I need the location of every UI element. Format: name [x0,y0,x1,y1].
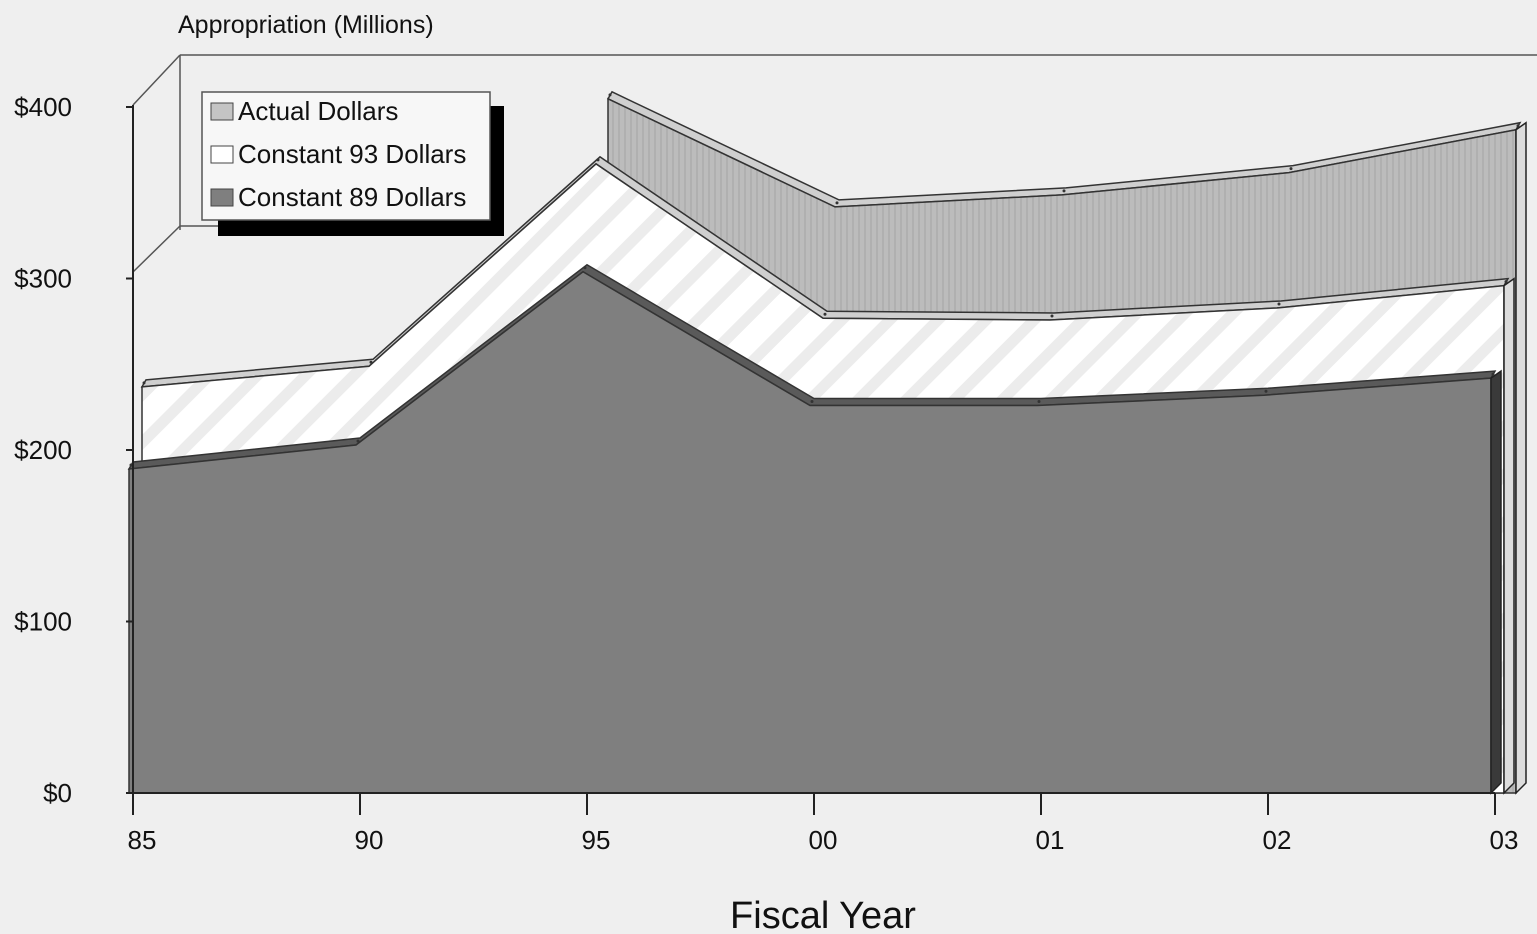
data-point-actual-dollars-95 [608,93,612,97]
data-point-constant-93-dollars-00 [823,312,827,316]
series-side-constant-89-dollars [1490,369,1502,795]
y-axis-ticks: $0 $100 $200 $300 $400 [14,92,133,808]
data-point-actual-dollars-01 [1062,189,1066,193]
y-tick-label: $400 [14,92,72,122]
back-wall-diagonal-300 [132,225,181,273]
data-point-actual-dollars-02 [1289,167,1293,171]
y-axis-title: Appropriation (Millions) [178,11,434,39]
series-side-constant-93-dollars [1503,277,1515,795]
legend-item-actual: Actual Dollars [210,96,398,126]
data-point-constant-89-dollars-03 [1491,372,1495,376]
y-axis: $0 $100 $200 $300 $400 [14,92,134,808]
x-tick-label: 95 [582,825,611,855]
data-point-constant-93-dollars-95 [596,158,600,162]
data-point-actual-dollars-03 [1516,124,1520,128]
data-point-constant-93-dollars-01 [1050,314,1054,318]
legend-box [201,91,491,221]
data-point-constant-89-dollars-01 [1037,400,1041,404]
legend-item-constant-89: Constant 89 Dollars [210,182,466,212]
x-tick-label: 85 [128,825,157,855]
data-point-constant-89-dollars-85 [129,463,133,467]
y-tick-label: $100 [14,607,72,637]
y-tick-label: $300 [14,264,72,294]
x-axis-title: Fiscal Year [730,895,916,934]
x-tick-label: 00 [809,825,838,855]
series-constant-89-dollars [127,263,1502,795]
back-wall [132,54,1537,273]
legend-item-constant-93: Constant 93 Dollars [210,139,466,169]
legend-swatch-actual [210,102,234,121]
data-point-constant-89-dollars-00 [810,400,814,404]
series-side-actual-dollars [1515,121,1527,795]
x-tick-label: 02 [1263,825,1292,855]
legend-label-constant-93: Constant 93 Dollars [238,139,466,169]
data-point-constant-89-dollars-90 [356,439,360,443]
legend: Actual Dollars Constant 93 Dollars Const… [201,91,504,236]
legend-label-constant-89: Constant 89 Dollars [238,182,466,212]
area-layers [127,90,1527,795]
legend-swatch-constant-93 [210,145,234,164]
back-wall-diagonal-top [132,54,181,106]
data-point-constant-93-dollars-85 [142,381,146,385]
legend-label-actual: Actual Dollars [238,96,398,126]
data-point-constant-93-dollars-90 [369,360,373,364]
data-point-actual-dollars-00 [835,201,839,205]
y-tick-label: $200 [14,435,72,465]
x-tick-label: 03 [1490,825,1519,855]
x-tick-label: 90 [355,825,384,855]
data-point-constant-93-dollars-02 [1277,302,1281,306]
data-point-constant-89-dollars-95 [583,266,587,270]
x-axis-ticks: 85 90 95 00 01 02 03 [128,793,1519,855]
x-axis: 85 90 95 00 01 02 03 [128,792,1519,855]
legend-swatch-constant-89 [210,188,234,207]
y-tick-label: $0 [43,778,72,808]
x-tick-label: 01 [1036,825,1065,855]
data-point-constant-89-dollars-02 [1264,389,1268,393]
data-point-constant-93-dollars-03 [1504,280,1508,284]
